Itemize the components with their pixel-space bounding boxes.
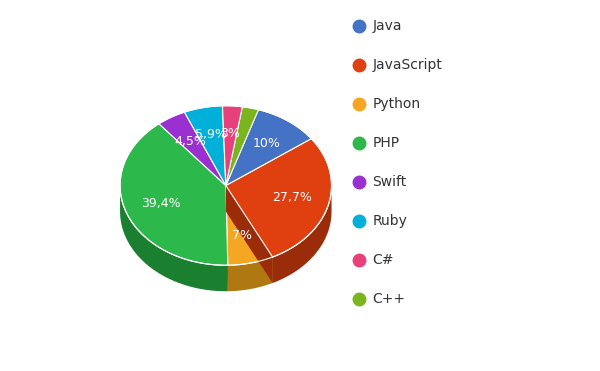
Text: 10%: 10% <box>252 137 280 150</box>
Polygon shape <box>120 124 228 265</box>
Polygon shape <box>226 186 272 283</box>
Polygon shape <box>120 186 228 291</box>
Text: Java: Java <box>373 19 402 33</box>
Text: 4,5%: 4,5% <box>175 135 206 148</box>
Text: 39,4%: 39,4% <box>142 197 181 210</box>
Polygon shape <box>159 112 226 186</box>
Polygon shape <box>228 257 272 291</box>
Polygon shape <box>226 107 259 186</box>
Polygon shape <box>226 139 332 257</box>
Polygon shape <box>226 186 272 265</box>
Polygon shape <box>226 186 228 291</box>
Polygon shape <box>223 106 242 186</box>
Polygon shape <box>184 106 226 186</box>
Text: PHP: PHP <box>373 136 400 150</box>
Text: C#: C# <box>373 253 394 267</box>
Text: C++: C++ <box>373 292 406 306</box>
Polygon shape <box>226 186 272 283</box>
Polygon shape <box>226 110 311 186</box>
Text: 7%: 7% <box>232 229 252 242</box>
Polygon shape <box>272 186 332 283</box>
Text: JavaScript: JavaScript <box>373 58 442 72</box>
Polygon shape <box>226 186 228 291</box>
Text: 27,7%: 27,7% <box>272 191 313 204</box>
Text: 3%: 3% <box>220 127 240 140</box>
Text: 5,9%: 5,9% <box>195 128 227 141</box>
Text: Python: Python <box>373 97 421 111</box>
Text: Swift: Swift <box>373 175 407 189</box>
Text: Ruby: Ruby <box>373 214 407 228</box>
